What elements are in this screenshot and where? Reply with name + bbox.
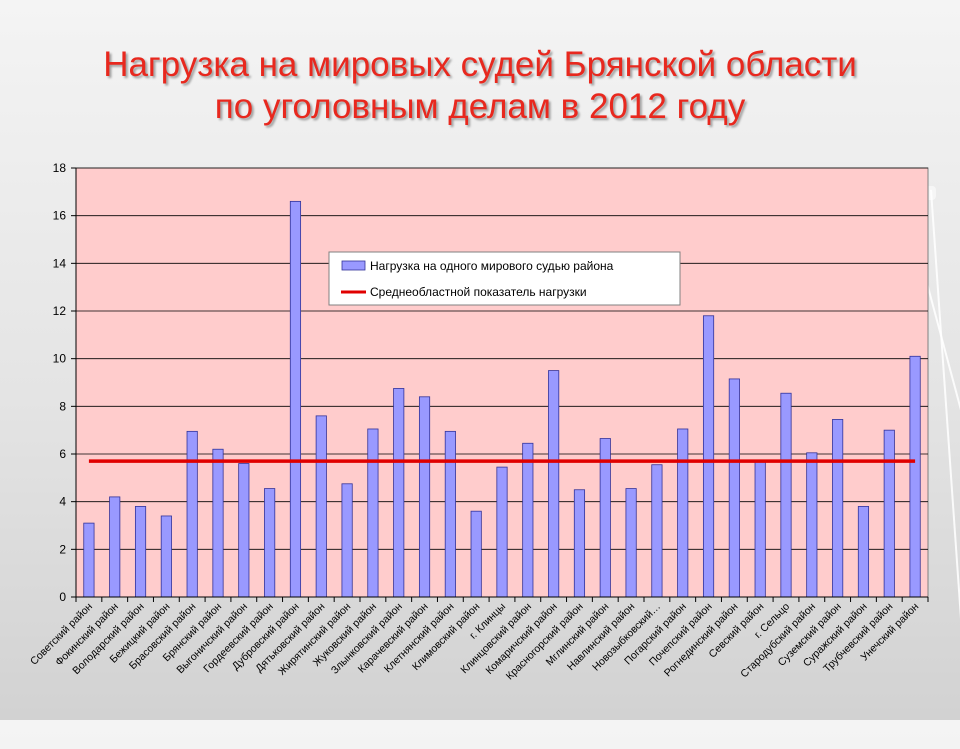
legend-box — [328, 251, 681, 306]
bar — [548, 370, 560, 598]
y-tick-label: 14 — [53, 256, 67, 270]
y-tick-label: 4 — [59, 495, 66, 509]
bar — [134, 506, 147, 598]
title-line-2: по уголовным делам в 2012 году — [214, 87, 746, 126]
bar — [496, 466, 508, 598]
bar — [754, 460, 766, 598]
legend-swatch-bars — [341, 260, 366, 271]
bar — [806, 452, 818, 598]
bar — [186, 430, 198, 598]
bar — [883, 429, 895, 598]
bar — [341, 483, 353, 598]
slide-title: Нагрузка на мировых судей Брянской облас… — [0, 44, 960, 128]
bar — [651, 464, 663, 598]
y-tick-label: 0 — [59, 590, 66, 604]
y-tick-label: 10 — [53, 352, 67, 366]
y-tick-label: 6 — [59, 447, 66, 461]
y-tick-label: 2 — [59, 542, 66, 556]
legend-label-average: Среднеобластной показатель нагрузки — [370, 285, 587, 299]
bar — [625, 488, 637, 598]
legend-label-bars: Нагрузка на одного мирового судью района — [370, 259, 614, 273]
bar — [909, 355, 921, 598]
bar-chart: 0 2 4 6 8 10 12 14 16 18 Советский районФокинский… — [28, 161, 929, 682]
axes — [75, 168, 929, 602]
bar — [83, 522, 95, 598]
legend: Нагрузка на одного мирового судью района… — [328, 251, 681, 306]
y-tick-label: 16 — [53, 209, 67, 223]
bar — [573, 489, 586, 598]
bar — [393, 388, 405, 598]
bar — [780, 392, 792, 598]
bar — [315, 415, 327, 598]
bar — [728, 378, 740, 598]
y-axis-ticks: 0 2 4 6 8 10 12 14 16 18 — [53, 161, 76, 604]
bar — [238, 463, 250, 598]
bar — [212, 448, 224, 598]
bar — [264, 488, 276, 598]
bars — [83, 200, 921, 598]
bar — [367, 428, 379, 598]
bar — [289, 200, 302, 598]
bar — [418, 396, 431, 598]
y-tick-label: 12 — [53, 304, 67, 318]
bar — [109, 496, 121, 598]
y-tick-label: 8 — [59, 399, 66, 413]
bar — [832, 419, 844, 598]
bar — [522, 442, 534, 598]
y-tick-label: 18 — [53, 161, 67, 175]
bar — [677, 428, 689, 598]
bar — [702, 315, 715, 598]
bar — [470, 510, 482, 598]
bar — [160, 515, 172, 598]
title-line-1: Нагрузка на мировых судей Брянской облас… — [103, 45, 857, 84]
bar — [857, 506, 870, 598]
bar — [444, 430, 456, 598]
